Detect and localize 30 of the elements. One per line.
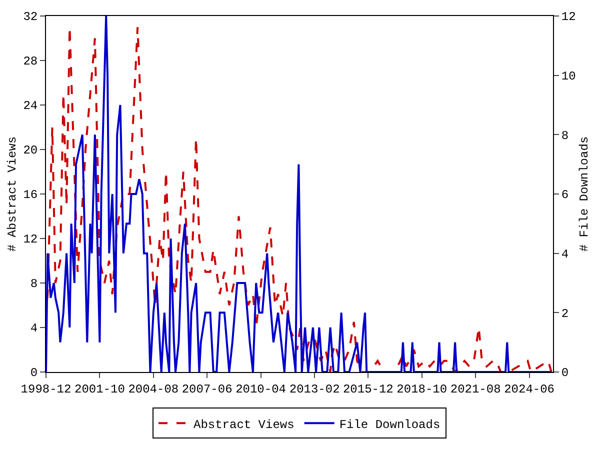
- y2-tick-label: 8: [561, 128, 569, 143]
- x-tick-label: 1998-12: [20, 382, 72, 396]
- y2-tick-label: 6: [561, 188, 569, 202]
- x-tick-label: 2024-06: [504, 382, 554, 396]
- legend-label: Abstract Views: [194, 418, 294, 432]
- y-tick-label: 16: [23, 188, 38, 202]
- y-tick-label: 24: [23, 99, 38, 114]
- y2-tick-label: 12: [561, 10, 576, 24]
- x-tick-label: 2015-12: [342, 382, 394, 396]
- y-tick-label: 32: [23, 10, 38, 24]
- x-tick-label: 2010-04: [236, 382, 286, 396]
- y-tick-label: 4: [30, 322, 38, 336]
- x-tick-label: 2018-10: [396, 382, 448, 396]
- y2-tick-label: 0: [561, 366, 569, 380]
- x-tick-label: 2001-10: [74, 382, 125, 396]
- y-axis-title: # Abstract Views: [5, 136, 20, 252]
- x-tick-label: 2021-08: [450, 382, 501, 396]
- y-tick-label: 0: [30, 366, 38, 380]
- y-tick-label: 20: [23, 144, 38, 158]
- x-tick-label: 2004-08: [128, 382, 179, 396]
- y-tick-label: 8: [30, 277, 38, 292]
- legend-label: File Downloads: [339, 418, 440, 432]
- x-tick-label: 2013-02: [289, 382, 340, 396]
- x-tick-label: 2007-06: [182, 382, 232, 396]
- y-tick-label: 12: [23, 232, 38, 247]
- y-tick-label: 28: [23, 54, 38, 69]
- y2-tick-label: 4: [561, 248, 569, 262]
- y2-axis-title: # File Downloads: [578, 136, 592, 252]
- y2-tick-label: 10: [561, 70, 576, 84]
- y2-tick-label: 2: [561, 306, 569, 321]
